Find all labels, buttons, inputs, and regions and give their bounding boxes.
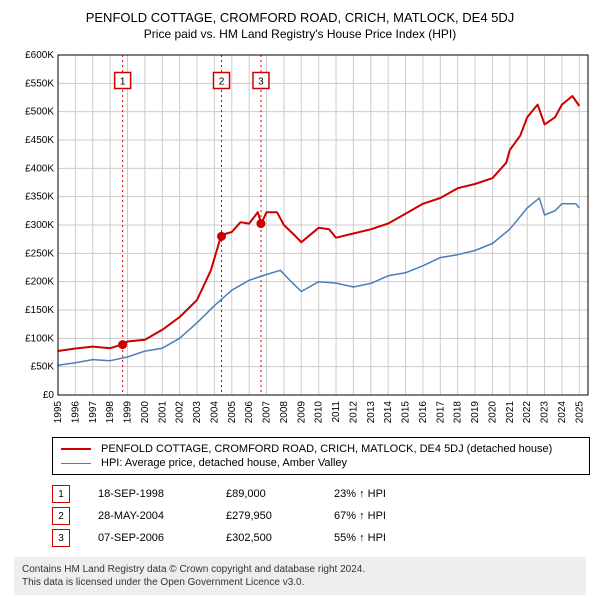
transaction-date: 28-MAY-2004 [98,510,198,522]
svg-text:£550K: £550K [25,78,54,89]
svg-text:1997: 1997 [88,401,99,424]
svg-text:2003: 2003 [192,401,203,424]
transaction-price: £279,950 [226,510,306,522]
svg-text:2020: 2020 [487,401,498,424]
svg-text:2005: 2005 [227,401,238,424]
transaction-marker-icon: 1 [52,485,70,503]
svg-text:2017: 2017 [435,401,446,424]
svg-text:2000: 2000 [140,401,151,424]
transaction-price: £89,000 [226,488,306,500]
svg-text:2002: 2002 [175,401,186,424]
svg-text:2010: 2010 [314,401,325,424]
footer-line: This data is licensed under the Open Gov… [22,576,578,589]
svg-text:1: 1 [120,77,126,88]
legend-swatch [61,448,91,450]
transaction-price: £302,500 [226,532,306,544]
svg-text:2006: 2006 [244,401,255,424]
svg-text:£250K: £250K [25,248,54,259]
svg-text:2008: 2008 [279,401,290,424]
svg-text:1999: 1999 [123,401,134,424]
svg-text:£350K: £350K [25,192,54,203]
svg-text:£300K: £300K [25,220,54,231]
transaction-table: 1 18-SEP-1998 £89,000 23% ↑ HPI 2 28-MAY-2004… [52,483,586,549]
transaction-marker-icon: 3 [52,529,70,547]
line-chart-svg: £0 £50K £100K £150K £200K £250K £300K £350K £400… [10,49,590,429]
svg-text:£50K: £50K [31,362,55,373]
svg-text:2007: 2007 [262,401,273,424]
transaction-marker-icon: 2 [52,507,70,525]
svg-text:£400K: £400K [25,163,54,174]
transaction-hpi-ratio: 23% ↑ HPI [334,488,386,500]
attribution-footer: Contains HM Land Registry data © Crown c… [14,557,586,595]
svg-text:£600K: £600K [25,50,54,61]
transaction-hpi-ratio: 67% ↑ HPI [334,510,386,522]
svg-text:2009: 2009 [296,401,307,424]
legend-label: PENFOLD COTTAGE, CROMFORD ROAD, CRICH, M… [101,443,552,455]
svg-text:2013: 2013 [366,401,377,424]
svg-text:£450K: £450K [25,135,54,146]
svg-text:2011: 2011 [331,401,342,423]
transaction-row: 2 28-MAY-2004 £279,950 67% ↑ HPI [52,505,586,527]
legend-box: PENFOLD COTTAGE, CROMFORD ROAD, CRICH, M… [52,437,590,475]
legend-swatch [61,463,91,464]
chart-subtitle: Price paid vs. HM Land Registry's House … [10,27,590,41]
svg-text:2: 2 [219,77,225,88]
svg-text:1995: 1995 [53,401,64,424]
svg-text:1996: 1996 [70,401,81,424]
svg-text:2025: 2025 [574,401,585,424]
transaction-row: 3 07-SEP-2006 £302,500 55% ↑ HPI [52,527,586,549]
svg-text:2018: 2018 [453,401,464,424]
svg-text:2015: 2015 [401,401,412,424]
chart-title: PENFOLD COTTAGE, CROMFORD ROAD, CRICH, M… [10,10,590,25]
svg-text:3: 3 [258,77,264,88]
svg-text:2004: 2004 [209,401,220,424]
legend-row: PENFOLD COTTAGE, CROMFORD ROAD, CRICH, M… [61,442,581,456]
transaction-row: 1 18-SEP-1998 £89,000 23% ↑ HPI [52,483,586,505]
svg-text:1998: 1998 [105,401,116,424]
svg-text:£0: £0 [43,390,55,401]
transaction-date: 18-SEP-1998 [98,488,198,500]
svg-text:2022: 2022 [522,401,533,424]
svg-text:2024: 2024 [557,401,568,424]
transaction-hpi-ratio: 55% ↑ HPI [334,532,386,544]
svg-text:2014: 2014 [383,401,394,424]
chart-area: £0 £50K £100K £150K £200K £250K £300K £350K £400… [10,49,590,429]
legend-label: HPI: Average price, detached house, Ambe… [101,457,347,469]
svg-text:2023: 2023 [540,401,551,424]
svg-text:2019: 2019 [470,401,481,424]
svg-text:2012: 2012 [348,401,359,424]
svg-text:2001: 2001 [157,401,168,424]
legend-row: HPI: Average price, detached house, Ambe… [61,456,581,470]
transaction-date: 07-SEP-2006 [98,532,198,544]
svg-text:£200K: £200K [25,277,54,288]
svg-text:2021: 2021 [505,401,516,424]
svg-text:£150K: £150K [25,305,54,316]
svg-text:£100K: £100K [25,333,54,344]
footer-line: Contains HM Land Registry data © Crown c… [22,563,578,576]
svg-text:£500K: £500K [25,107,54,118]
svg-text:2016: 2016 [418,401,429,424]
